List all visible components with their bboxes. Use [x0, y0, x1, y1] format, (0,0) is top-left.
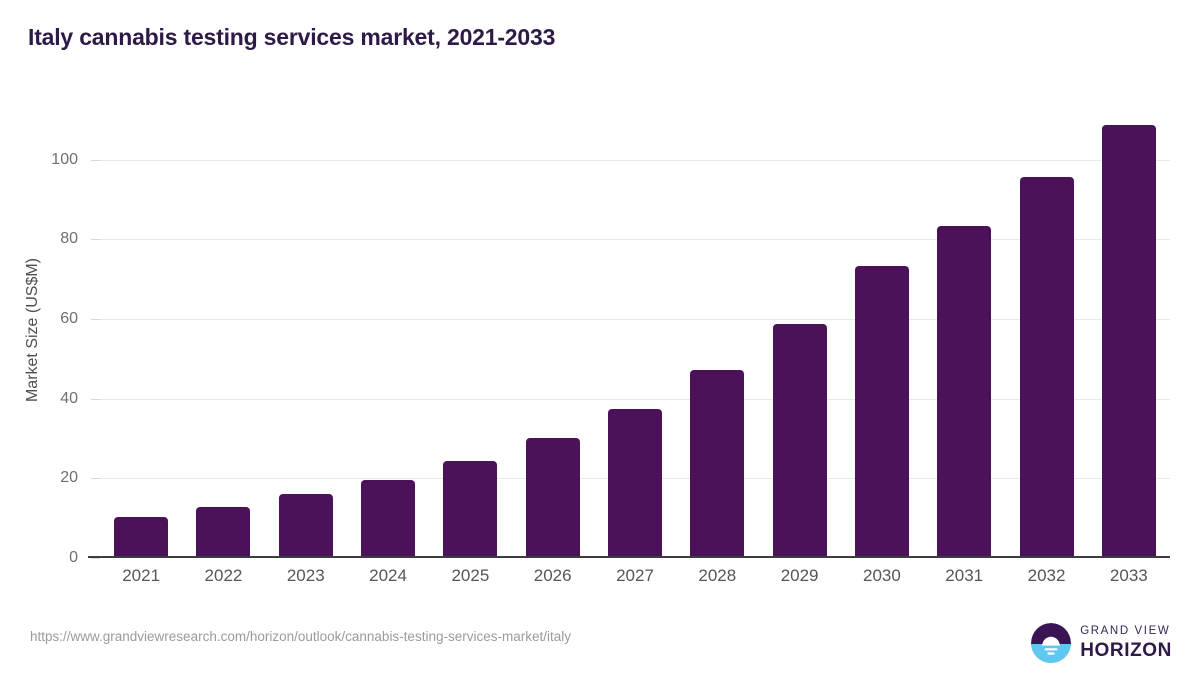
- y-axis-tick-label-text: 100: [51, 150, 78, 168]
- x-axis-label-2024: 2024: [369, 566, 407, 585]
- bar-2028[interactable]: [690, 370, 745, 558]
- gridline: [100, 159, 1170, 161]
- bar-2025[interactable]: [443, 460, 498, 558]
- x-axis-line: [88, 556, 1170, 558]
- x-axis-label-2021: 2021: [122, 566, 161, 585]
- y-axis-tick-label-text: 0: [69, 549, 78, 566]
- logo-bottom-text: HORIZON: [1080, 640, 1172, 662]
- x-axis-label-2027: 2027: [616, 566, 654, 585]
- y-axis-tick-label-text: 60: [60, 310, 78, 328]
- x-axis-label-2022: 2022: [204, 566, 243, 585]
- source-url[interactable]: https://www.grandviewresearch.com/horizo…: [30, 629, 571, 644]
- logo-top-text: GRAND VIEW: [1080, 624, 1171, 637]
- y-axis-title: Market Size (US$M): [24, 257, 41, 403]
- x-axis-label-2031: 2031: [945, 566, 984, 585]
- bar-2031[interactable]: [937, 225, 992, 558]
- gridline: [100, 239, 1170, 241]
- x-axis-label-2028: 2028: [698, 566, 737, 585]
- y-axis-tick: [91, 319, 100, 321]
- logo-wordmark: GRAND VIEW HORIZON: [1080, 624, 1172, 662]
- x-axis-label-2029: 2029: [780, 566, 819, 585]
- x-axis-label-2032: 2032: [1027, 566, 1066, 585]
- bar-2033[interactable]: [1101, 125, 1156, 558]
- page-title: Italy cannabis testing services market, …: [28, 24, 556, 50]
- y-axis-tick: [91, 558, 100, 559]
- bar-2023[interactable]: [278, 494, 333, 558]
- y-axis-tick: [91, 478, 100, 480]
- bar-2030[interactable]: [854, 265, 909, 558]
- y-axis-tick-label-text: 80: [60, 230, 78, 248]
- x-axis-label-2023: 2023: [286, 566, 325, 585]
- bar-2027[interactable]: [608, 408, 662, 558]
- bar-2032[interactable]: [1019, 176, 1074, 558]
- x-axis-label-2033: 2033: [1109, 566, 1148, 585]
- brand-logo[interactable]: GRAND VIEW HORIZON: [1031, 620, 1172, 666]
- x-axis-label-2025: 2025: [451, 566, 490, 585]
- bar-2024[interactable]: [361, 479, 416, 558]
- y-axis-tick: [91, 159, 100, 161]
- y-axis-tick: [91, 398, 100, 400]
- bar-2026[interactable]: [525, 437, 580, 558]
- x-axis-label-2026: 2026: [533, 566, 572, 585]
- x-axis-label-2030: 2030: [863, 566, 901, 585]
- gridline: [100, 398, 1170, 400]
- bar-2022[interactable]: [196, 507, 251, 558]
- bar-2029[interactable]: [772, 324, 827, 558]
- bar-2021[interactable]: [114, 516, 169, 558]
- y-axis-tick-label-text: 20: [60, 469, 78, 487]
- horizon-sun-icon: [1031, 623, 1072, 663]
- gridline: [100, 319, 1170, 321]
- y-axis-tick-label-text: 40: [60, 389, 78, 407]
- plot-area: 0 20 40 60 80 100: [51, 100, 1170, 566]
- y-axis-tick: [91, 239, 100, 241]
